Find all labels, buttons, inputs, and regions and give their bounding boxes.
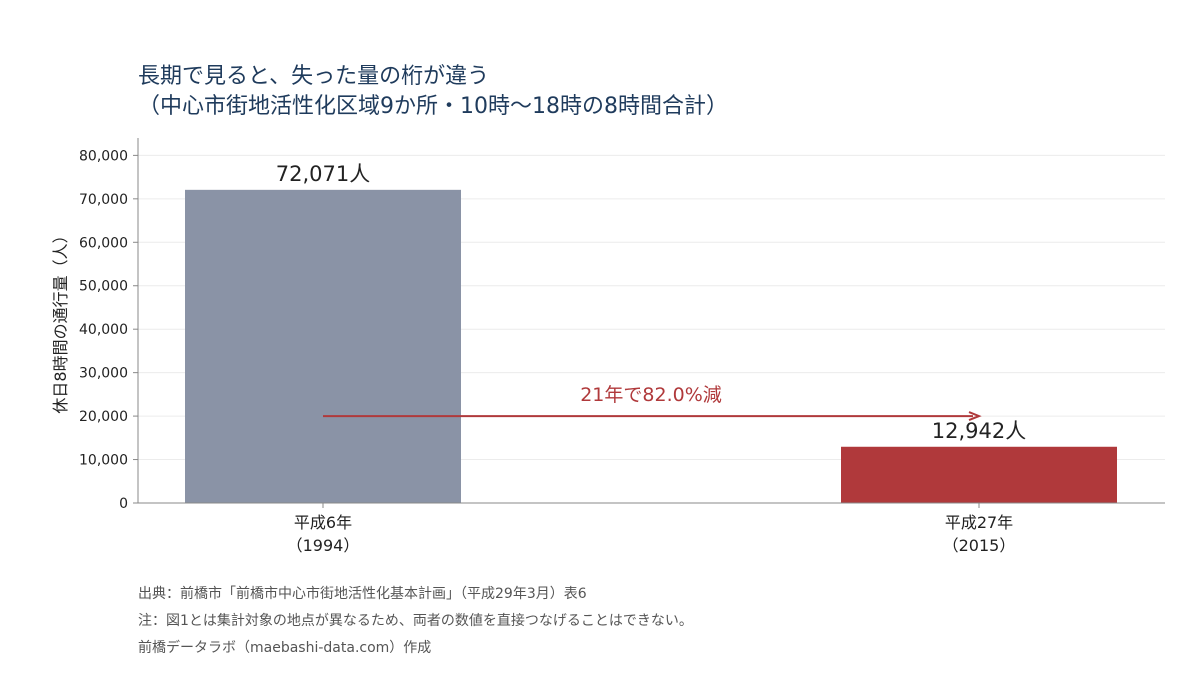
annotation-label: 21年で82.0%減 xyxy=(580,384,722,406)
bar-chart: 72,071人 12,942人 0 10,000 20,000 30,000 40,000… xyxy=(51,138,1165,555)
chart-title-line2: （中心市街地活性化区域9か所・10時〜18時の8時間合計） xyxy=(138,94,728,119)
y-tick-label: 30,000 xyxy=(79,366,128,382)
y-tick-label: 20,000 xyxy=(79,409,128,425)
bars: 72,071人 12,942人 xyxy=(185,162,1117,503)
data-label: 72,071人 xyxy=(276,162,370,186)
chart-title-line1: 長期で見ると、失った量の桁が違う xyxy=(138,64,490,89)
footnotes: 出典：前橋市「前橋市中心市街地活性化基本計画」（平成29年3月）表6 注：図1と… xyxy=(138,581,693,662)
annotation: 21年で82.0%減 xyxy=(323,384,982,422)
y-tick-label: 70,000 xyxy=(79,192,128,208)
y-tick-label: 10,000 xyxy=(79,453,128,469)
x-tick-label: 平成27年 xyxy=(945,513,1013,532)
arrow-head xyxy=(968,411,982,422)
x-tick-label: （1994） xyxy=(287,536,360,555)
caveat-note: 注：図1とは集計対象の地点が異なるため、両者の数値を直接つなげることはできない。 xyxy=(138,613,693,629)
credit-note: 前橋データラボ（maebashi-data.com）作成 xyxy=(138,640,432,656)
y-tick-label: 0 xyxy=(119,496,128,512)
x-tick-label: （2015） xyxy=(943,536,1016,555)
axes: 0 10,000 20,000 30,000 40,000 50,000 60,000 70,… xyxy=(51,138,1165,555)
x-tick-label: 平成6年 xyxy=(294,513,352,532)
y-tick-label: 60,000 xyxy=(79,235,128,251)
source-note: 出典：前橋市「前橋市中心市街地活性化基本計画」（平成29年3月）表6 xyxy=(138,586,587,602)
data-label: 12,942人 xyxy=(932,419,1026,443)
y-tick-label: 80,000 xyxy=(79,148,128,164)
bar xyxy=(841,446,1117,503)
bar xyxy=(185,189,461,503)
y-axis-label: 休日8時間の通行量（人） xyxy=(51,227,70,413)
y-tick-label: 40,000 xyxy=(79,322,128,338)
y-tick-label: 50,000 xyxy=(79,279,128,295)
chart-title: 長期で見ると、失った量の桁が違う （中心市街地活性化区域9か所・10時〜18時の… xyxy=(138,62,728,122)
